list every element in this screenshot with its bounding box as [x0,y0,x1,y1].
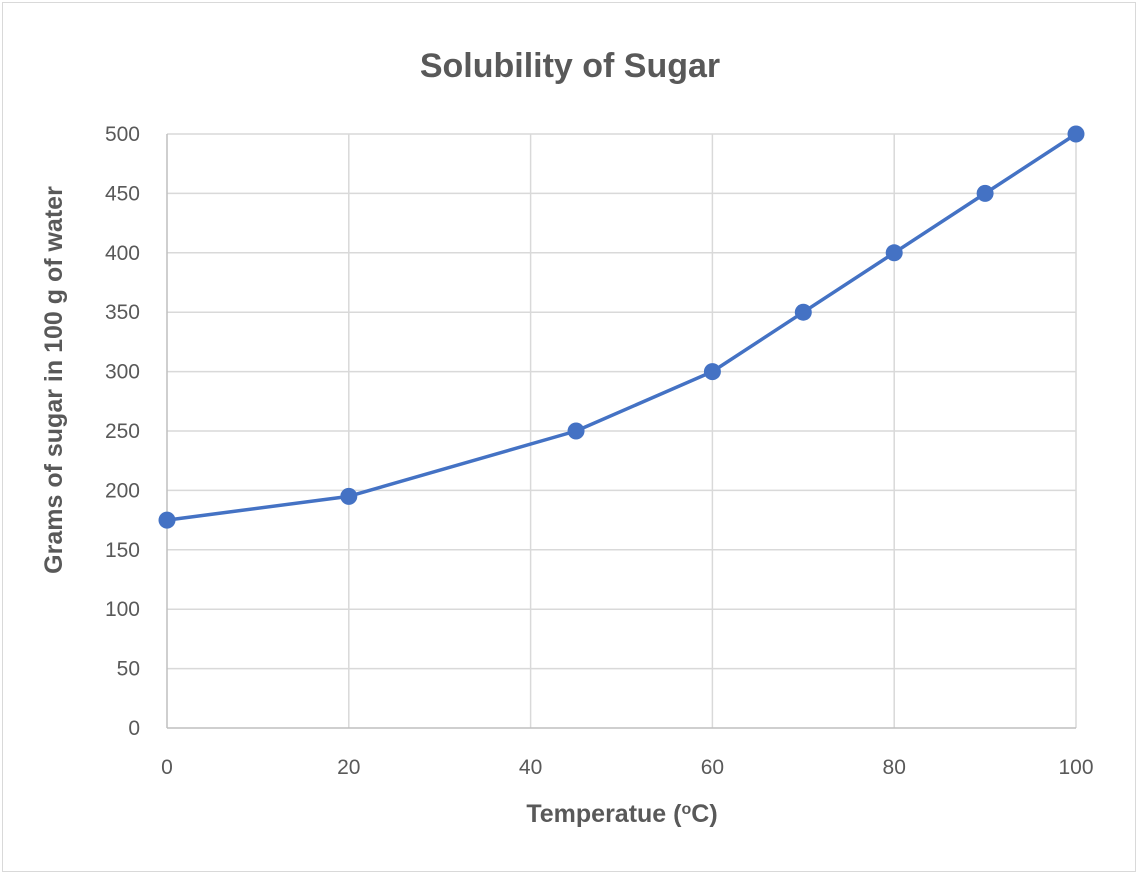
data-point [794,303,812,321]
y-tick-label: 300 [105,361,140,384]
x-tick-label: 40 [519,756,542,779]
x-tick-label: 100 [1058,756,1093,779]
data-point [1067,125,1085,143]
y-tick-label: 200 [105,479,140,502]
x-tick-label: 0 [161,756,173,779]
data-point [340,487,358,505]
y-axis-title: Grams of sugar in 100 g of water [40,186,68,574]
series-line [166,132,1077,522]
data-point [703,363,721,381]
x-axis-tick-labels: 0 20 40 60 80 100 [161,756,1093,779]
x-axis-title-suffix: C) [691,800,717,828]
y-tick-label: 500 [105,123,140,146]
y-tick-label: 400 [105,242,140,265]
x-tick-label: 60 [701,756,724,779]
data-point [158,511,176,529]
data-point [885,244,903,262]
data-point [976,184,994,202]
series-group [158,125,1085,529]
x-axis-title-superscript: o [681,801,691,818]
axes [166,134,1076,729]
y-tick-label: 250 [105,420,140,443]
y-axis-tick-labels: 0 50 100 150 200 250 300 350 400 450 500 [105,123,140,740]
data-point [567,422,585,440]
y-tick-label: 0 [128,717,140,740]
y-tick-label: 350 [105,301,140,324]
y-tick-label: 450 [105,182,140,205]
y-tick-label: 50 [117,658,140,681]
x-axis-title: Temperatue (oC) [526,800,717,828]
chart-title: Solubility of Sugar [420,47,720,85]
y-tick-label: 100 [105,598,140,621]
gridlines [167,133,1077,728]
x-axis-title-main: Temperatue ( [526,800,682,828]
x-tick-label: 80 [883,756,906,779]
x-tick-label: 20 [337,756,360,779]
y-tick-label: 150 [105,539,140,562]
